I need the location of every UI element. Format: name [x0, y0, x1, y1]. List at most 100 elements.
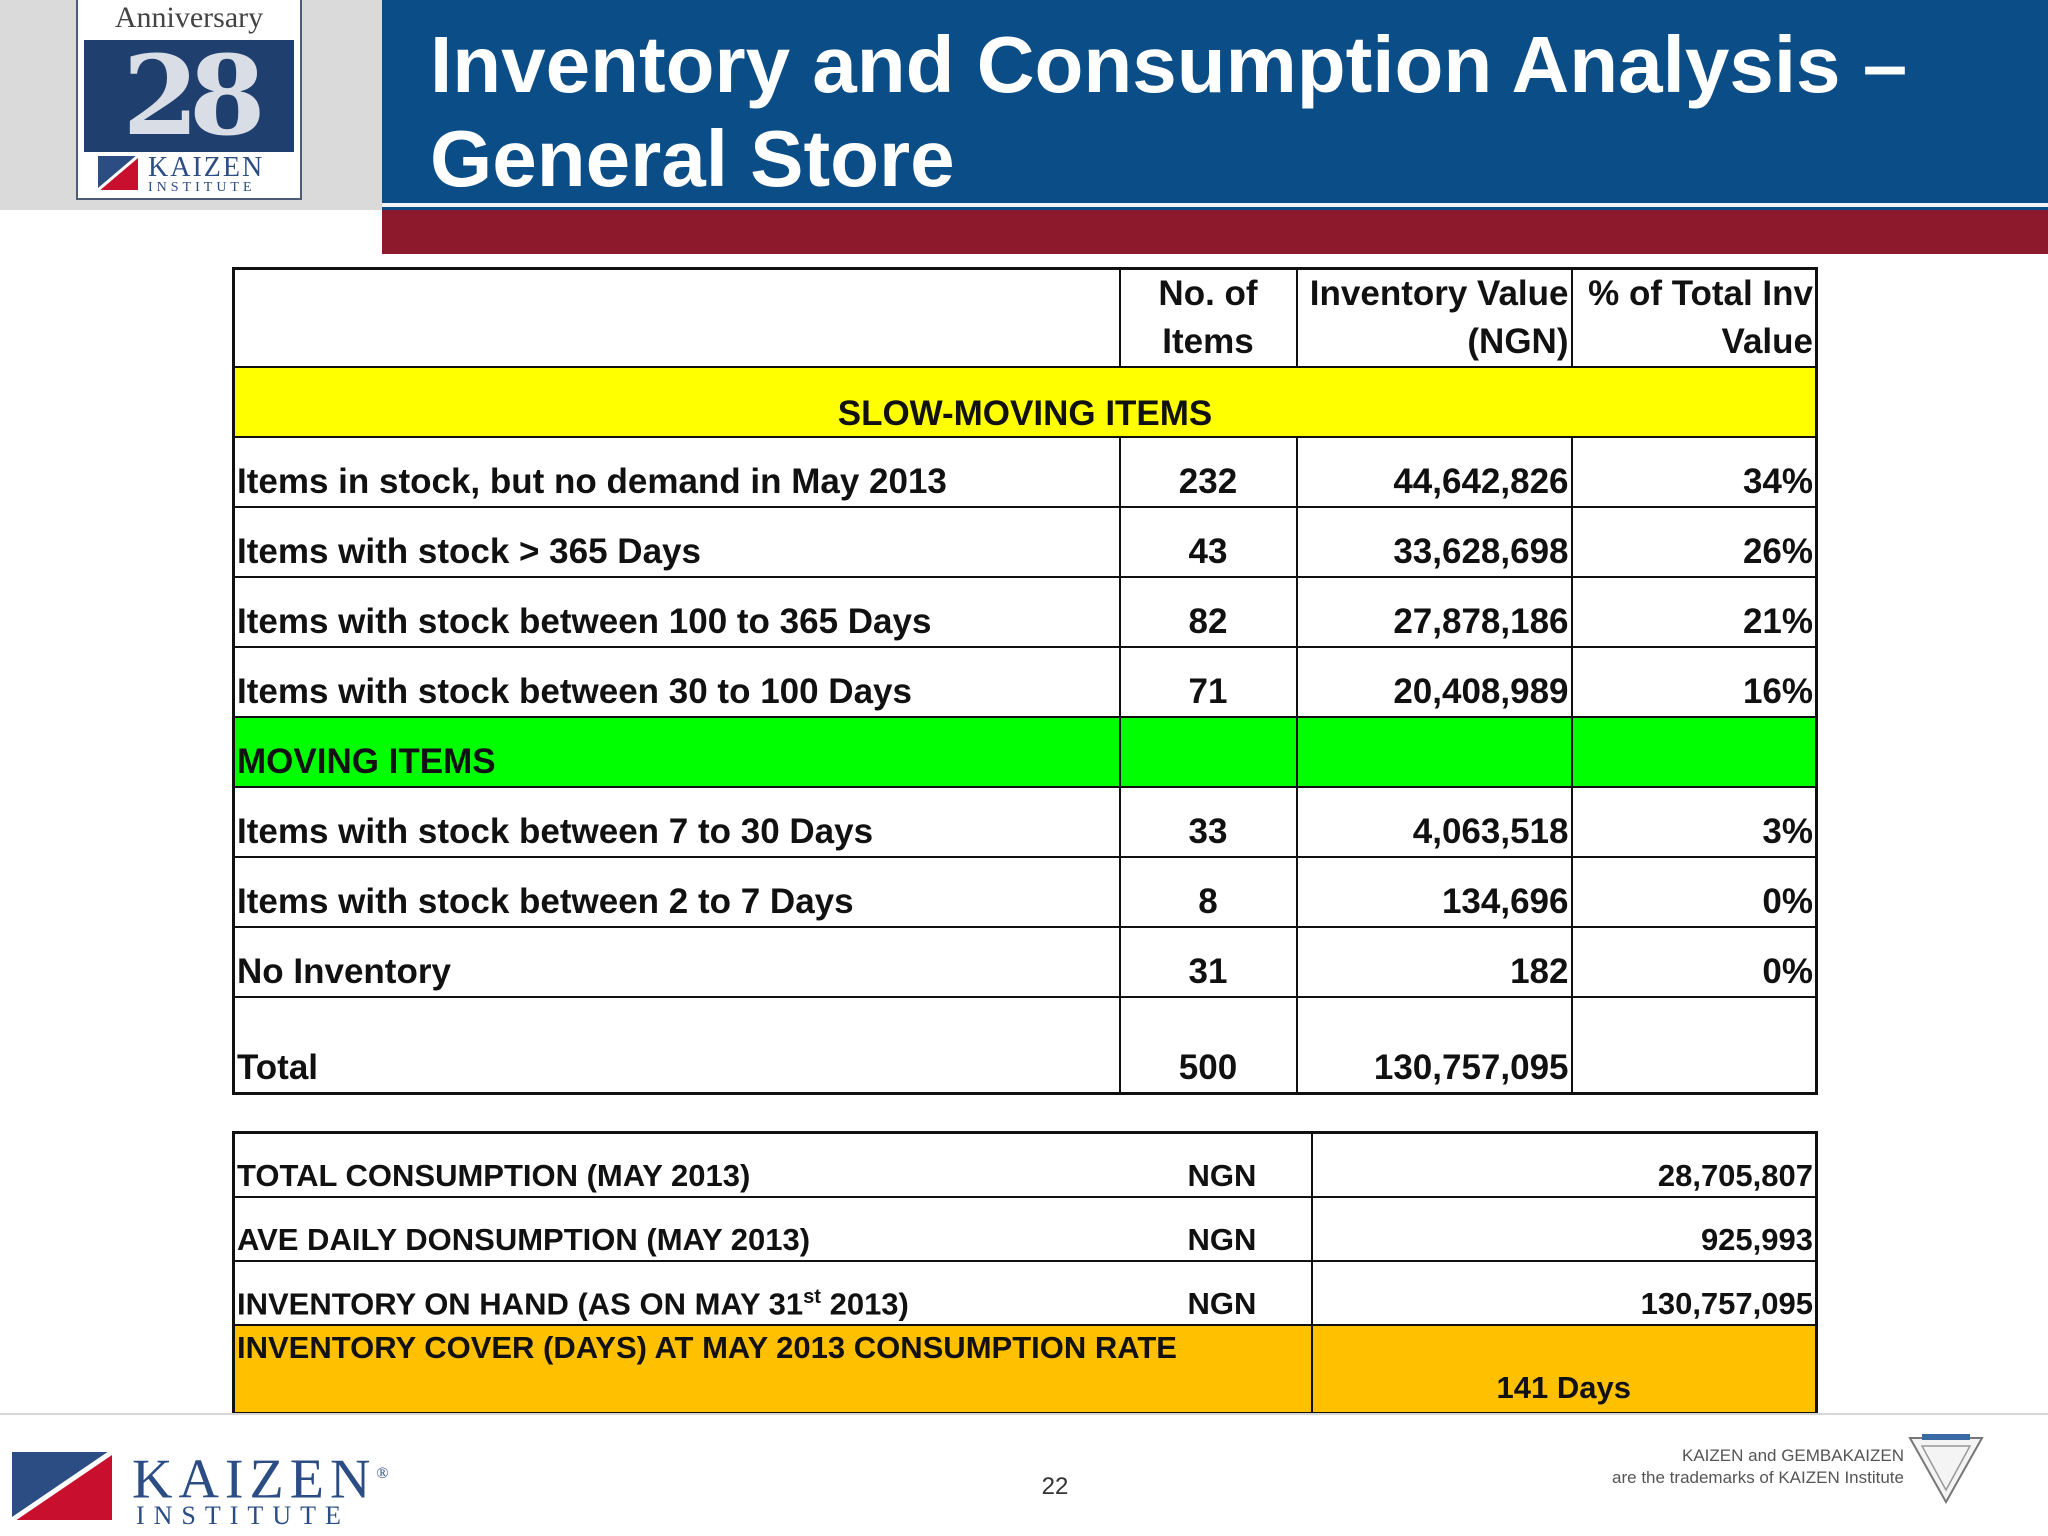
row-label: Items with stock between 2 to 7 Days	[232, 856, 1121, 928]
header-inventory-value: Inventory Value (NGN)	[1295, 267, 1573, 368]
row-label: Items with stock > 365 Days	[232, 506, 1121, 578]
row-pct: 16%	[1570, 646, 1818, 718]
header-pct-total: % of Total Inv Value	[1570, 267, 1818, 368]
badge-anniversary-text: Anniversary	[114, 1, 264, 34]
inventory-cover-row: INVENTORY COVER (DAYS) AT MAY 2013 CONSU…	[232, 1324, 1818, 1415]
row-value: 33,628,698	[1295, 506, 1573, 578]
consumption-summary-table: TOTAL CONSUMPTION (MAY 2013) NGN 28,705,…	[232, 1131, 1818, 1415]
total-pct-empty	[1570, 996, 1818, 1094]
footer-brand-mark: ®	[376, 1465, 395, 1482]
header-no-of-items-line2: Items	[1162, 322, 1254, 361]
section-row-moving: MOVING ITEMS	[232, 716, 1818, 788]
row-pct: 26%	[1570, 506, 1818, 578]
summary-row-inventory: INVENTORY ON HAND (AS ON MAY 31st 2013) …	[232, 1260, 1818, 1326]
summary-unit: NGN	[1133, 1196, 1313, 1262]
summary-unit: NGN	[1133, 1260, 1313, 1326]
total-row: Total 500 130,757,095	[232, 996, 1818, 1094]
row-label: Items in stock, but no demand in May 201…	[232, 436, 1121, 508]
summary-unit: NGN	[1133, 1131, 1313, 1198]
trademark-line2: are the trademarks of KAIZEN Institute	[1612, 1468, 1904, 1487]
header-empty-cell	[232, 267, 1121, 368]
row-items: 31	[1118, 926, 1298, 998]
row-value: 27,878,186	[1295, 576, 1573, 648]
row-value: 4,063,518	[1295, 786, 1573, 858]
header-no-of-items: No. of Items	[1118, 267, 1298, 368]
table-row: Items with stock between 100 to 365 Days…	[232, 576, 1818, 648]
table-row: Items with stock between 2 to 7 Days 8 1…	[232, 856, 1818, 928]
footer-brand-sub: INSTITUTE	[136, 1501, 350, 1530]
section-title-slow-moving: SLOW-MOVING ITEMS	[232, 366, 1818, 438]
inventory-analysis-table: No. of Items Inventory Value (NGN) % of …	[232, 267, 1818, 1095]
summary-label-inventory: INVENTORY ON HAND (AS ON MAY 31st 2013)	[232, 1260, 1134, 1326]
row-label: Items with stock between 30 to 100 Days	[232, 646, 1121, 718]
kaizen-logo-icon	[12, 1452, 112, 1520]
footer-divider	[0, 1413, 2048, 1415]
summary-value: 28,705,807	[1310, 1131, 1818, 1198]
row-pct: 21%	[1570, 576, 1818, 648]
header-pct-total-line2: Value	[1721, 322, 1813, 361]
footer-brand-text: KAIZEN	[132, 1448, 377, 1511]
row-value: 182	[1295, 926, 1573, 998]
header-pct-total-line1: % of Total Inv	[1588, 274, 1813, 313]
table-row: Items with stock between 7 to 30 Days 33…	[232, 786, 1818, 858]
summary-label-inventory-pre: INVENTORY ON HAND (AS ON MAY 31	[237, 1286, 804, 1321]
table-row: Items with stock between 30 to 100 Days …	[232, 646, 1818, 718]
footer-brand: KAIZEN®	[132, 1444, 395, 1510]
row-items: 8	[1118, 856, 1298, 928]
row-value: 44,642,826	[1295, 436, 1573, 508]
kaizen-flag-icon	[98, 156, 138, 190]
row-label: No Inventory	[232, 926, 1121, 998]
row-label: Items with stock between 7 to 30 Days	[232, 786, 1121, 858]
row-value: 134,696	[1295, 856, 1573, 928]
row-pct: 34%	[1570, 436, 1818, 508]
total-label: Total	[232, 996, 1121, 1094]
summary-row: AVE DAILY DONSUMPTION (MAY 2013) NGN 925…	[232, 1196, 1818, 1262]
badge-number: 28	[122, 31, 265, 160]
summary-value: 925,993	[1310, 1196, 1818, 1262]
summary-row: TOTAL CONSUMPTION (MAY 2013) NGN 28,705,…	[232, 1131, 1818, 1198]
row-label: Items with stock between 100 to 365 Days	[232, 576, 1121, 648]
triangle-badge-icon	[1908, 1434, 1984, 1504]
section-title-moving: MOVING ITEMS	[232, 716, 1121, 788]
page-title-line1: Inventory and Consumption Analysis –	[430, 20, 1908, 109]
row-value: 20,408,989	[1295, 646, 1573, 718]
row-pct: 0%	[1570, 926, 1818, 998]
section-empty-cell	[1570, 716, 1818, 788]
row-items: 43	[1118, 506, 1298, 578]
section-empty-cell	[1295, 716, 1573, 788]
header-divider	[382, 203, 2048, 207]
summary-label-inventory-sup: st	[803, 1285, 821, 1308]
badge-institute-text: INSTITUTE	[148, 180, 256, 195]
inventory-cover-label: INVENTORY COVER (DAYS) AT MAY 2013 CONSU…	[232, 1324, 1312, 1415]
badge-brand-panel: KAIZEN INSTITUTE	[84, 152, 294, 198]
section-empty-cell	[1118, 716, 1298, 788]
header-inventory-value-line2: (NGN)	[1467, 322, 1569, 361]
header-no-of-items-line1: No. of	[1158, 274, 1258, 313]
total-value: 130,757,095	[1295, 996, 1573, 1094]
row-pct: 3%	[1570, 786, 1818, 858]
summary-label-inventory-post: 2013)	[820, 1286, 909, 1321]
row-items: 71	[1118, 646, 1298, 718]
table-row: Items with stock > 365 Days 43 33,628,69…	[232, 506, 1818, 578]
section-row-slow-moving: SLOW-MOVING ITEMS	[232, 366, 1818, 438]
row-items: 232	[1118, 436, 1298, 508]
trademark-notice: KAIZEN and GEMBAKAIZEN are the trademark…	[1612, 1445, 1904, 1489]
inventory-cover-value: 141 Days	[1310, 1324, 1818, 1415]
row-items: 82	[1118, 576, 1298, 648]
header-inventory-value-line1: Inventory Value	[1309, 274, 1569, 313]
summary-value: 130,757,095	[1310, 1260, 1818, 1326]
badge-brand-text: KAIZEN	[148, 152, 265, 183]
page-number: 22	[1041, 1473, 1069, 1500]
page-title: Inventory and Consumption Analysis – Gen…	[430, 18, 2010, 206]
badge-number-panel: 28	[84, 34, 294, 158]
summary-label: TOTAL CONSUMPTION (MAY 2013)	[232, 1131, 1134, 1198]
row-items: 33	[1118, 786, 1298, 858]
total-items: 500	[1118, 996, 1298, 1094]
table-header-row: No. of Items Inventory Value (NGN) % of …	[232, 267, 1818, 368]
table-row: No Inventory 31 182 0%	[232, 926, 1818, 998]
trademark-line1: KAIZEN and GEMBAKAIZEN	[1681, 1446, 1904, 1465]
header-title-bar	[382, 0, 2048, 210]
table-row: Items in stock, but no demand in May 201…	[232, 436, 1818, 508]
summary-label: AVE DAILY DONSUMPTION (MAY 2013)	[232, 1196, 1134, 1262]
anniversary-badge-logo: Anniversary 28 KAIZEN INSTITUTE	[76, 0, 302, 200]
